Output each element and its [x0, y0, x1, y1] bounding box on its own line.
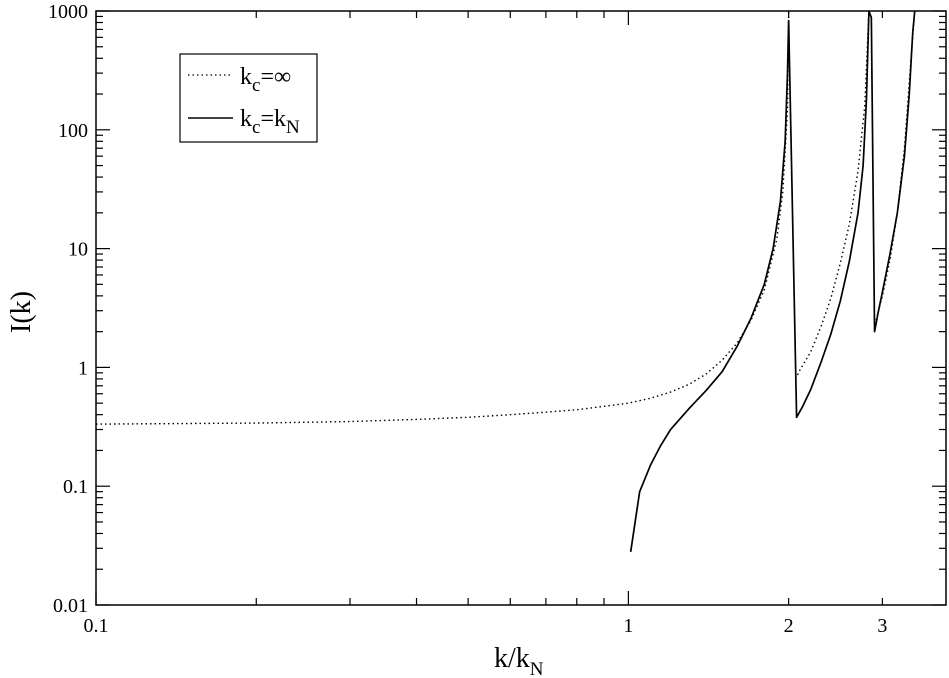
legend: kc=∞ kc=kN	[179, 53, 318, 143]
x-tick-label: 3	[877, 615, 887, 637]
series-layer	[96, 11, 916, 553]
series-kc-infinity-line	[875, 11, 916, 321]
y-tick-label: 0.01	[53, 595, 88, 617]
y-tick-label: 100	[58, 120, 88, 142]
axis-ticks	[95, 10, 946, 606]
y-tick-label: 0.1	[63, 476, 88, 498]
plot-area-frame	[95, 10, 947, 606]
x-axis-title: k/kN	[494, 643, 544, 678]
y-tick-label: 1	[78, 357, 88, 379]
series-kc-infinity-line	[794, 11, 870, 380]
x-tick-label: 1	[623, 615, 633, 637]
x-tick-label: 2	[784, 615, 794, 637]
y-axis-title: I(k)	[6, 291, 37, 333]
legend-label-kc-kn: kc=kN	[240, 106, 300, 138]
legend-label-kc-infinity: kc=∞	[240, 64, 291, 96]
legend-box	[179, 53, 318, 143]
x-tick-label: 0.1	[84, 615, 109, 637]
series-kc-kn-line	[629, 11, 916, 553]
y-tick-label: 1000	[48, 1, 88, 23]
y-tick-label: 10	[68, 239, 88, 261]
